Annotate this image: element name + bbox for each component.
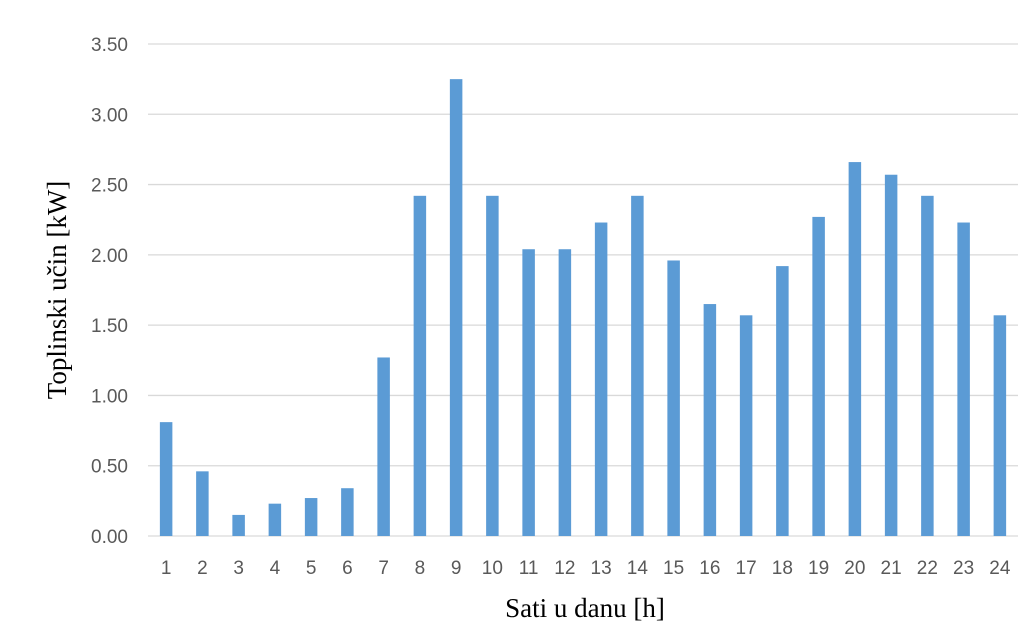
bar (268, 503, 282, 536)
bar (884, 174, 898, 536)
bar (304, 498, 318, 536)
bar (449, 79, 463, 537)
x-tick-label: 16 (699, 558, 720, 579)
bar (921, 195, 934, 536)
bar (667, 260, 680, 536)
bar (196, 471, 209, 536)
x-tick-label: 4 (270, 558, 281, 579)
y-axis-ticks: 0.00 0.50 1.00 1.50 2.00 2.50 3.00 3.50 (91, 35, 128, 548)
x-tick-label: 23 (953, 558, 974, 579)
bar (993, 315, 1007, 536)
x-tick-label: 13 (591, 558, 612, 579)
y-tick-label: 2.00 (91, 246, 128, 267)
y-tick-label: 3.00 (91, 105, 128, 126)
y-axis-title: Toplinski učin [kW] (42, 181, 72, 400)
bar (341, 488, 354, 536)
x-tick-label: 17 (736, 558, 757, 579)
bar (957, 222, 970, 537)
x-tick-label: 22 (917, 558, 938, 579)
x-axis-ticks: 1 2 3 4 5 6 7 8 9 10 11 12 13 14 15 16 17 18 19 20 21 22 23 24 (161, 558, 1011, 579)
x-tick-label: 18 (772, 558, 793, 579)
x-tick-label: 20 (844, 558, 865, 579)
bar (377, 357, 390, 536)
bars (159, 79, 1007, 537)
y-tick-label: 3.50 (91, 35, 128, 56)
bar (631, 195, 644, 536)
bar (594, 222, 608, 537)
x-tick-label: 6 (342, 558, 353, 579)
x-tick-label: 12 (554, 558, 575, 579)
y-tick-label: 1.00 (91, 386, 128, 407)
bar (739, 315, 753, 536)
bar (703, 304, 717, 536)
x-tick-label: 21 (881, 558, 902, 579)
y-tick-label: 1.50 (91, 316, 128, 337)
y-tick-label: 0.00 (91, 527, 128, 548)
x-axis-title: Sati u danu [h] (505, 593, 665, 623)
bar (558, 249, 572, 536)
bar (776, 266, 789, 536)
x-tick-label: 15 (663, 558, 684, 579)
x-tick-label: 7 (378, 558, 389, 579)
bar (812, 216, 825, 536)
x-tick-label: 8 (415, 558, 426, 579)
bar (413, 195, 427, 536)
bar (232, 514, 245, 536)
bar (159, 422, 173, 536)
y-tick-label: 0.50 (91, 457, 128, 478)
x-tick-label: 3 (233, 558, 244, 579)
x-tick-label: 10 (482, 558, 503, 579)
x-tick-label: 19 (808, 558, 829, 579)
bar (522, 249, 535, 536)
x-tick-label: 11 (519, 558, 539, 579)
x-tick-label: 14 (627, 558, 649, 579)
y-tick-label: 2.50 (91, 176, 128, 197)
x-tick-label: 1 (161, 558, 172, 579)
gridlines (148, 43, 1018, 537)
bar (486, 195, 499, 536)
bar (848, 162, 862, 536)
x-tick-label: 2 (197, 558, 208, 579)
x-tick-label: 24 (989, 558, 1011, 579)
x-tick-label: 9 (451, 558, 462, 579)
x-tick-label: 5 (306, 558, 317, 579)
